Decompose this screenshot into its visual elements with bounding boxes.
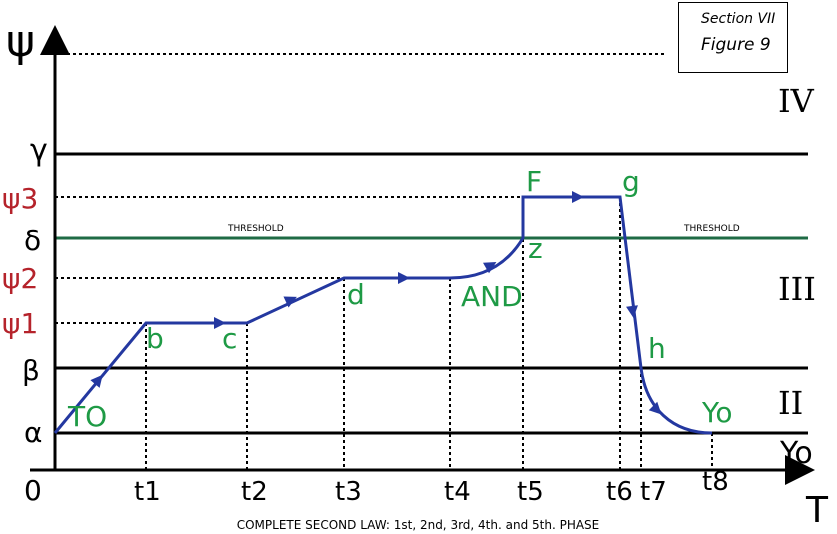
point-c-label: c	[222, 322, 237, 355]
threshold-label-right: THRESHOLD	[683, 224, 740, 234]
tick-t3: t3	[335, 477, 362, 507]
point-to-label: TO	[67, 400, 107, 433]
tick-t4: t4	[444, 477, 471, 507]
delta-label: δ	[24, 224, 41, 257]
tick-t8: t8	[702, 467, 729, 497]
x-axis-symbol: T	[805, 490, 829, 531]
psi3-label: ψ3	[2, 182, 38, 215]
tick-t6: t6	[606, 477, 633, 507]
gamma-label: γ	[30, 133, 48, 168]
zone-ii-label: II	[778, 384, 803, 422]
psi1-label: ψ1	[2, 307, 38, 340]
origin-label: 0	[24, 474, 42, 507]
alpha-label: α	[24, 416, 42, 449]
psi2-label: ψ2	[2, 262, 38, 295]
figure-label: Figure 9	[701, 35, 771, 55]
point-d-label: d	[347, 278, 365, 311]
section-reference-box: Section VII Figure 9	[678, 2, 788, 73]
section-label: Section VII	[701, 11, 776, 27]
tick-t2: t2	[241, 477, 268, 507]
caption: COMPLETE SECOND LAW: 1st, 2nd, 3rd, 4th.…	[237, 518, 600, 532]
point-b-label: b	[146, 322, 164, 355]
point-yo-label: Yo	[701, 396, 733, 429]
tick-t7: t7	[640, 477, 667, 507]
y-axis-symbol: ψ	[6, 16, 35, 67]
point-f-label: F	[526, 165, 542, 198]
curve-arrows	[90, 191, 662, 415]
time-dotted-lines	[145, 197, 713, 470]
zone-iv-label: IV	[778, 82, 815, 120]
phase-curve	[53, 195, 713, 435]
point-g-label: g	[622, 165, 640, 198]
tick-t1: t1	[134, 477, 161, 507]
point-h-label: h	[648, 332, 666, 365]
beta-label: β	[22, 354, 40, 387]
point-and-label: AND	[461, 280, 523, 313]
threshold-label-left: THRESHOLD	[227, 224, 284, 234]
point-z-label: z	[528, 232, 543, 265]
zone-iii-label: III	[778, 270, 816, 308]
zone-yo-label: Yo	[779, 436, 813, 471]
tick-t5: t5	[517, 477, 544, 507]
